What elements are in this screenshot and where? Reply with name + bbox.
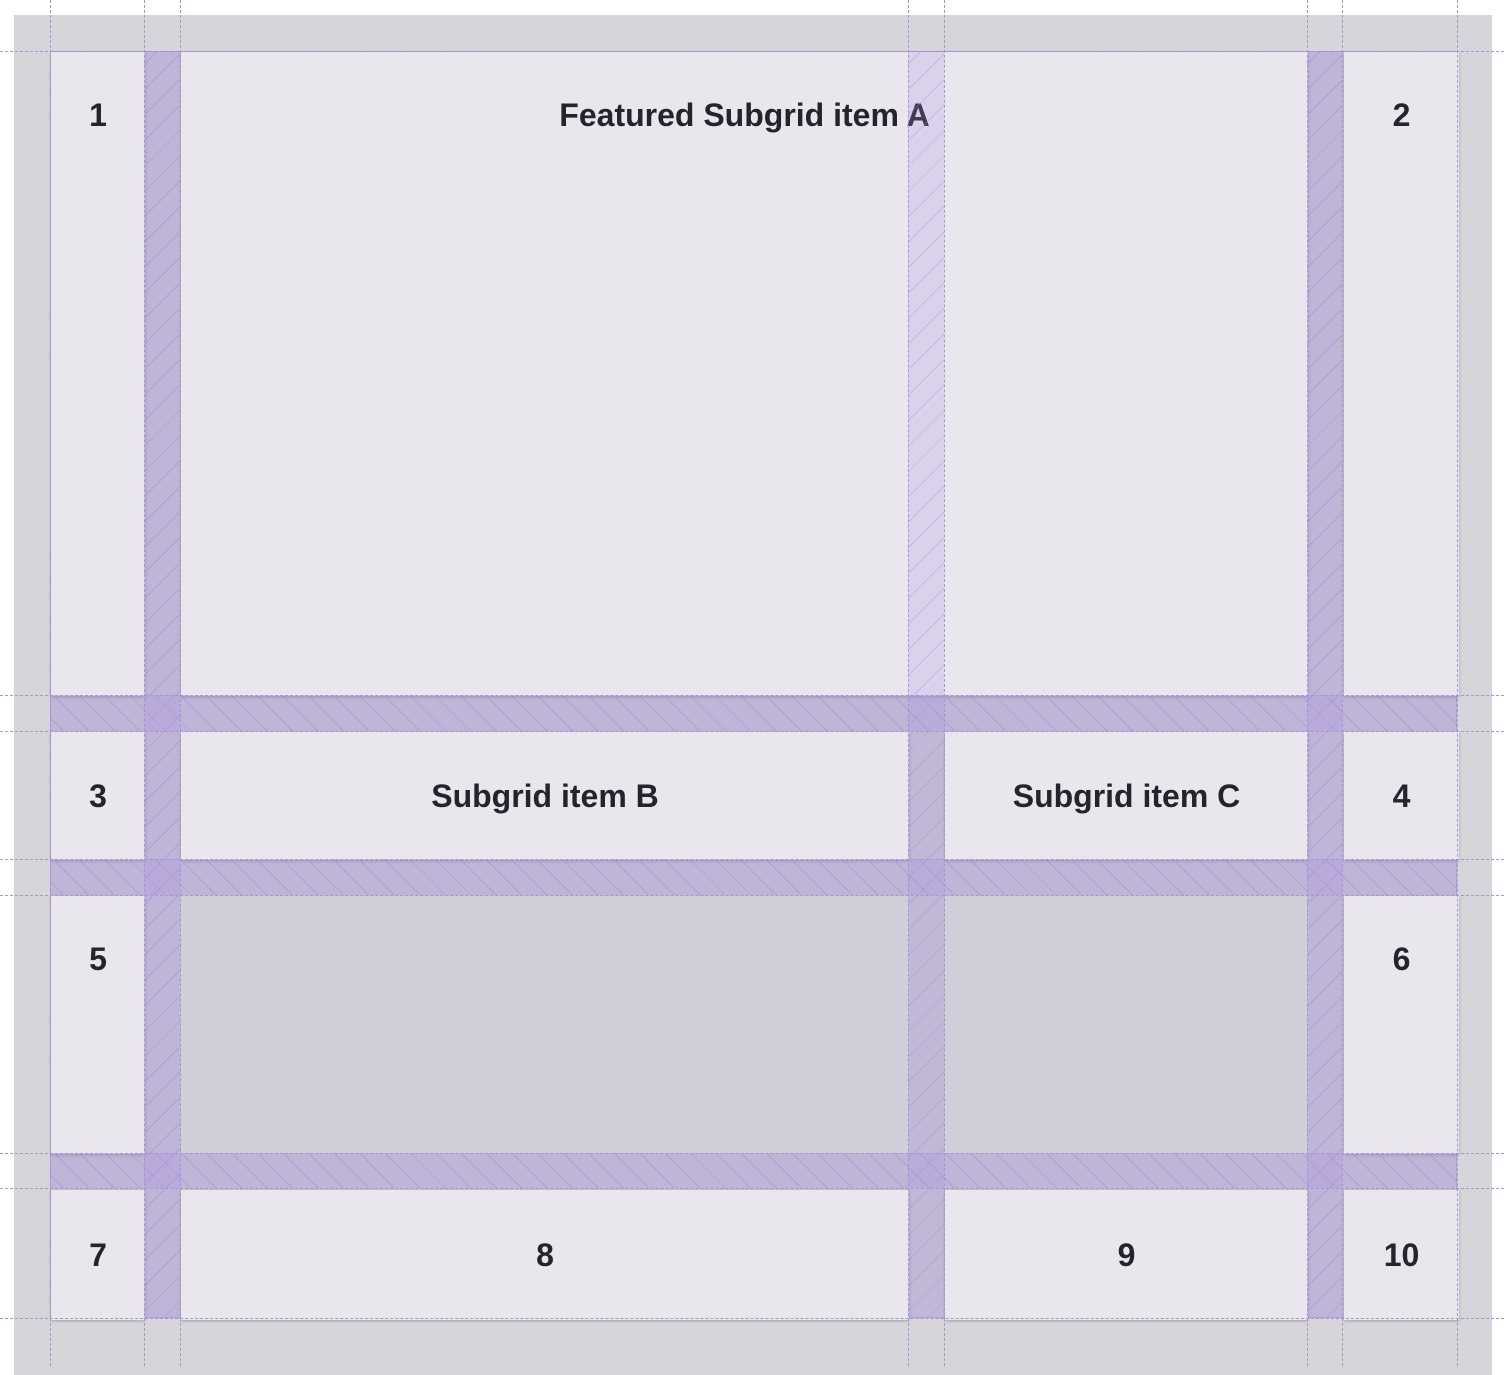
grid-item-7: 7 bbox=[51, 1190, 145, 1320]
featured-subgrid-item-a: Featured Subgrid item A bbox=[181, 52, 1308, 696]
subgrid-item-b: Subgrid item B bbox=[181, 732, 909, 860]
grid-item-4: 4 bbox=[1344, 732, 1459, 860]
grid-item-10: 10 bbox=[1344, 1190, 1459, 1320]
grid-item-5: 5 bbox=[51, 896, 145, 1154]
subgrid-item-c: Subgrid item C bbox=[945, 732, 1308, 860]
grid-item-9: 9 bbox=[945, 1190, 1308, 1320]
empty-cell bbox=[945, 896, 1308, 1154]
grid-item-8: 8 bbox=[181, 1190, 909, 1320]
grid-item-6: 6 bbox=[1344, 896, 1459, 1154]
grid-item-3: 3 bbox=[51, 732, 145, 860]
grid-item-2: 2 bbox=[1344, 52, 1459, 696]
empty-cell bbox=[181, 896, 909, 1154]
grid-container: 1 Featured Subgrid item A 2 3 Subgrid it… bbox=[50, 51, 1459, 1320]
grid-item-1: 1 bbox=[51, 52, 145, 696]
